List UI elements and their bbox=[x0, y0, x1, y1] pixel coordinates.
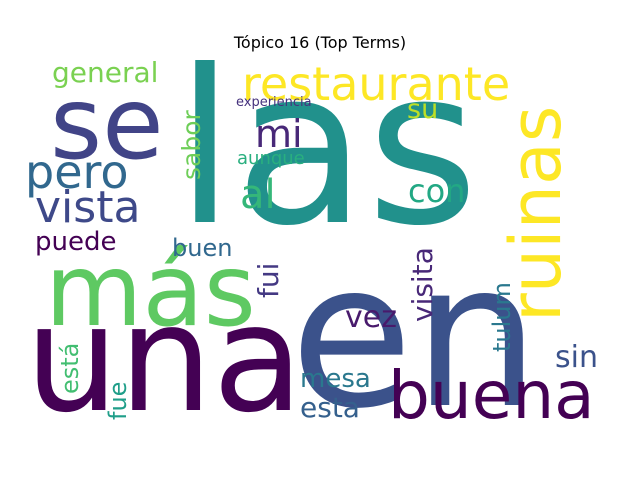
word-una: una bbox=[25, 273, 303, 420]
word-en: en bbox=[290, 220, 540, 420]
word-vez: vez bbox=[345, 300, 397, 335]
word-su: su bbox=[407, 94, 438, 125]
word-al: al bbox=[240, 172, 276, 218]
word-restaurante: restaurante bbox=[242, 60, 510, 111]
word-visita: visita bbox=[406, 247, 439, 322]
word-esta: esta bbox=[300, 391, 360, 420]
word-buen: buen bbox=[172, 234, 232, 262]
word-mesa: mesa bbox=[300, 364, 371, 394]
word-puede: puede bbox=[35, 227, 116, 257]
word-pero: pero bbox=[25, 145, 129, 199]
word-más: más bbox=[45, 232, 256, 349]
chart-title: Tópico 16 (Top Terms) bbox=[233, 33, 407, 52]
word-tulum: tulum bbox=[488, 282, 516, 352]
word-aunque: aunque bbox=[237, 148, 305, 169]
word-general: general bbox=[52, 60, 158, 89]
word-sabor: sabor bbox=[177, 109, 206, 180]
word-buena: buena bbox=[388, 357, 595, 420]
word-está: está bbox=[56, 343, 84, 394]
word-fui: fui bbox=[252, 263, 285, 298]
word-sin: sin bbox=[555, 340, 598, 375]
word-experiencia: experiencia bbox=[236, 95, 312, 110]
word-las: las bbox=[175, 60, 479, 273]
word-ruinas: ruinas bbox=[495, 106, 577, 322]
word-se: se bbox=[50, 65, 164, 182]
word-con: con bbox=[408, 172, 465, 210]
word-vista: vista bbox=[35, 182, 140, 233]
word-mi: mi bbox=[255, 112, 303, 156]
word-fue: fue bbox=[104, 382, 132, 420]
